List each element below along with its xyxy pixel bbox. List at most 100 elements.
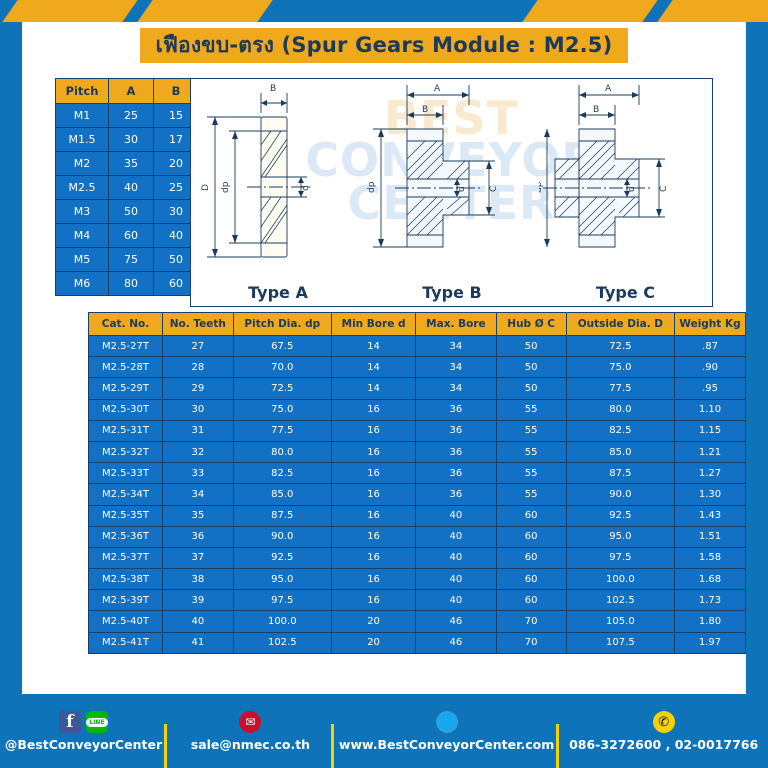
table-row[interactable]: M2.5-37T 37 92.5 16 40 60 97.5 1.58	[89, 547, 745, 569]
pitch-header-cell: Pitch	[56, 79, 108, 103]
pitch-cell: M4	[56, 224, 108, 247]
table-row[interactable]: M2.5-31T 31 77.5 16 36 55 82.5 1.15	[89, 420, 745, 441]
facebook-icon[interactable]: f	[58, 711, 81, 733]
dim-label-d: d	[457, 186, 467, 192]
spec-cell: 36	[163, 526, 233, 547]
spec-cell: 70	[496, 632, 566, 653]
spec-cell: 40	[416, 569, 496, 590]
pitch-row: M2.5 40 25	[56, 176, 198, 199]
dim-label-C: C	[659, 186, 669, 192]
spec-cell: 50	[496, 378, 566, 399]
footer-facebook[interactable]: f LINE @BestConveyorCenter	[0, 710, 167, 768]
spec-cell: 82.5	[233, 463, 331, 484]
spec-cell: 46	[416, 611, 496, 632]
line-icon[interactable]: LINE	[85, 711, 108, 733]
spec-header-cell: Max. Bore	[416, 313, 496, 335]
spec-cell: 14	[331, 336, 416, 357]
table-row[interactable]: M2.5-40T 40 100.0 20 46 70 105.0 1.80	[89, 611, 745, 632]
spec-cell: 60	[496, 505, 566, 526]
spec-cell: M2.5-30T	[89, 399, 162, 420]
spec-cell: 36	[416, 441, 496, 463]
spec-cell: M2.5-34T	[89, 484, 162, 505]
phone-icon[interactable]: ✆	[652, 711, 675, 733]
spec-header-row: Cat. No. No. Teeth Pitch Dia. dp Min Bore d…	[89, 313, 745, 335]
pitch-cell: M3	[56, 200, 108, 223]
spec-cell: 80.0	[566, 399, 674, 420]
spec-cell: 60	[496, 590, 566, 611]
footer-divider	[163, 724, 167, 768]
globe-icon[interactable]: 🌐	[435, 711, 458, 733]
spec-cell: 41	[163, 632, 233, 653]
spec-cell: 50	[496, 336, 566, 357]
table-row[interactable]: M2.5-28T 28 70.0 14 34 50 75.0.90	[89, 357, 745, 378]
footer-phone[interactable]: ✆ 086-3272600 , 02-0017766	[559, 710, 768, 752]
pitch-cell: 20	[154, 152, 198, 175]
email-icon[interactable]: ✉	[239, 711, 262, 733]
spec-cell: 107.5	[566, 632, 674, 653]
table-row[interactable]: M2.5-34T 34 85.0 16 36 55 90.0 1.30	[89, 484, 745, 505]
table-row[interactable]: M2.5-29T 29 72.5 14 34 50 77.5.95	[89, 378, 745, 399]
spec-cell: 20	[331, 632, 416, 653]
spec-cell: 1.97	[674, 632, 745, 653]
dim-label-b: B	[422, 105, 428, 115]
table-row[interactable]: M2.5-30T 30 75.0 16 36 55 80.0 1.10	[89, 399, 745, 420]
pitch-cell: 30	[154, 200, 198, 223]
dim-label-C: C	[489, 186, 499, 192]
chevron-stripe	[519, 0, 661, 22]
chevron-stripe	[0, 0, 141, 22]
spec-cell: 1.73	[674, 590, 745, 611]
type-a-drawing: B D dp d	[201, 84, 311, 258]
table-row[interactable]: M2.5-41T 41 102.5 20 46 70 107.5 1.97	[89, 632, 745, 653]
pitch-cell: 50	[154, 248, 198, 271]
spec-cell: M2.5-29T	[89, 378, 162, 399]
spec-cell: 72.5	[566, 336, 674, 357]
table-row[interactable]: M2.5-39T 39 97.5 16 40 60 102.5 1.73	[89, 590, 745, 611]
table-row[interactable]: M2.5-32T 32 80.0 16 36 55 85.0 1.21	[89, 441, 745, 463]
table-row[interactable]: M2.5-36T 36 90.0 16 40 60 95.0 1.51	[89, 526, 745, 547]
spec-cell: 105.0	[566, 611, 674, 632]
table-row[interactable]: M2.5-27T 27 67.5 14 34 50 72.5.87	[89, 336, 745, 357]
spec-cell: M2.5-36T	[89, 526, 162, 547]
website-url: www.BestConveyorCenter.com	[338, 737, 555, 752]
footer-email[interactable]: ✉ sale@nmec.co.th	[167, 710, 334, 768]
table-row[interactable]: M2.5-38T 38 95.0 16 40 60 100.0 1.68	[89, 569, 745, 590]
spec-cell: 33	[163, 463, 233, 484]
spec-cell: 95.0	[566, 526, 674, 547]
spec-cell: 90.0	[233, 526, 331, 547]
spec-header-cell: Hub Ø C	[496, 313, 566, 335]
spec-cell: M2.5-28T	[89, 357, 162, 378]
spec-cell: 102.5	[233, 632, 331, 653]
type-c-drawing: A B dp d C	[534, 84, 669, 248]
footer-email-icon-wrap: ✉	[239, 710, 262, 734]
footer-divider	[330, 724, 334, 768]
pitch-row: M1 25 15	[56, 104, 198, 127]
spec-cell: 14	[331, 378, 416, 399]
pitch-cell: 50	[109, 200, 153, 223]
table-row[interactable]: M2.5-33T 33 82.5 16 36 55 87.5 1.27	[89, 463, 745, 484]
dim-label-dp: dp	[221, 181, 231, 193]
pitch-cell: 40	[154, 224, 198, 247]
spec-cell: 55	[496, 441, 566, 463]
spec-cell: 16	[331, 547, 416, 569]
pitch-cell: 40	[109, 176, 153, 199]
spec-cell: 16	[331, 590, 416, 611]
dim-label-a: A	[605, 84, 612, 94]
spec-cell: 82.5	[566, 420, 674, 441]
spec-cell: 40	[416, 590, 496, 611]
email-address: sale@nmec.co.th	[190, 737, 311, 752]
gear-type-label: Type A	[248, 283, 308, 302]
dim-label-dp: dp	[367, 181, 377, 193]
table-row[interactable]: M2.5-35T 35 87.5 16 40 60 92.5 1.43	[89, 505, 745, 526]
dim-label-D: D	[201, 184, 211, 191]
spec-cell: 55	[496, 420, 566, 441]
spec-cell: 92.5	[566, 505, 674, 526]
footer-website[interactable]: 🌐 www.BestConveyorCenter.com	[334, 710, 560, 768]
footer-phone-icon-wrap: ✆	[652, 710, 675, 734]
spec-cell: 95.0	[233, 569, 331, 590]
spec-cell: M2.5-33T	[89, 463, 162, 484]
spec-cell: 14	[331, 357, 416, 378]
content-panel: เฟืองขบ-ตรง (Spur Gears Module : M2.5) P…	[22, 22, 746, 694]
spec-cell: 67.5	[233, 336, 331, 357]
gear-diagram-type-c: A B dp d C Type C	[534, 79, 712, 306]
spec-cell: 27	[163, 336, 233, 357]
